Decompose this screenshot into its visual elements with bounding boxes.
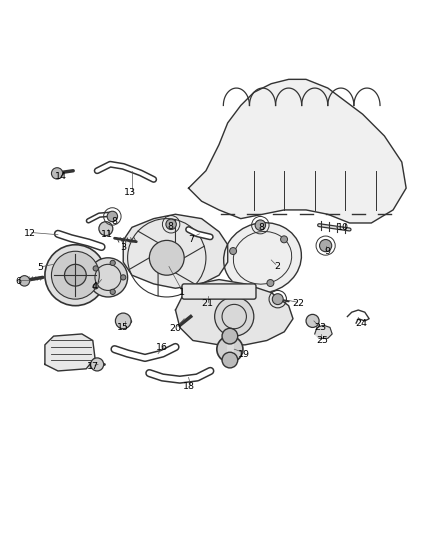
Text: 3: 3: [120, 243, 126, 252]
Polygon shape: [123, 214, 228, 288]
Circle shape: [110, 289, 115, 294]
Circle shape: [91, 358, 104, 371]
Text: 18: 18: [184, 382, 195, 391]
Circle shape: [51, 251, 99, 299]
Text: 4: 4: [92, 281, 98, 290]
FancyBboxPatch shape: [182, 284, 256, 299]
Text: 5: 5: [38, 263, 43, 272]
Text: 20: 20: [170, 324, 181, 333]
Circle shape: [267, 279, 274, 287]
Text: 2: 2: [275, 262, 281, 271]
Circle shape: [93, 266, 98, 271]
Polygon shape: [176, 279, 293, 345]
Circle shape: [222, 352, 238, 368]
Circle shape: [88, 258, 127, 297]
Circle shape: [272, 294, 283, 304]
Circle shape: [149, 240, 184, 275]
Circle shape: [45, 245, 106, 305]
Circle shape: [107, 211, 117, 222]
Polygon shape: [188, 79, 406, 223]
Text: 22: 22: [292, 299, 304, 308]
Text: 6: 6: [16, 277, 22, 286]
Text: 1: 1: [179, 288, 185, 297]
Text: 11: 11: [101, 230, 113, 239]
Polygon shape: [315, 325, 332, 338]
Circle shape: [215, 297, 254, 336]
Text: 24: 24: [356, 319, 368, 328]
Circle shape: [99, 222, 113, 236]
Circle shape: [51, 168, 63, 179]
Circle shape: [93, 284, 98, 289]
Text: 8: 8: [112, 217, 117, 226]
Circle shape: [320, 239, 332, 252]
Ellipse shape: [224, 223, 301, 293]
Text: 8: 8: [167, 222, 173, 231]
Circle shape: [306, 314, 319, 327]
Circle shape: [281, 236, 287, 243]
Circle shape: [255, 220, 265, 230]
Text: 16: 16: [156, 343, 169, 352]
Text: 21: 21: [201, 299, 213, 308]
Text: 15: 15: [117, 323, 129, 332]
Text: 25: 25: [317, 336, 328, 345]
Text: 19: 19: [238, 350, 250, 359]
Text: 9: 9: [324, 247, 330, 256]
Circle shape: [120, 275, 126, 280]
Circle shape: [110, 260, 115, 265]
Circle shape: [64, 264, 86, 286]
Text: 10: 10: [337, 223, 349, 232]
Text: 13: 13: [124, 188, 136, 197]
Circle shape: [222, 328, 238, 344]
Polygon shape: [45, 334, 95, 371]
Text: 12: 12: [24, 229, 35, 238]
Text: 14: 14: [55, 172, 67, 181]
Circle shape: [230, 247, 237, 255]
Circle shape: [166, 219, 177, 230]
Circle shape: [19, 276, 30, 286]
Circle shape: [116, 313, 131, 329]
Text: 23: 23: [314, 323, 326, 332]
Text: 7: 7: [188, 235, 194, 244]
Text: 8: 8: [259, 223, 265, 232]
Circle shape: [217, 336, 243, 362]
Text: 17: 17: [87, 362, 99, 371]
